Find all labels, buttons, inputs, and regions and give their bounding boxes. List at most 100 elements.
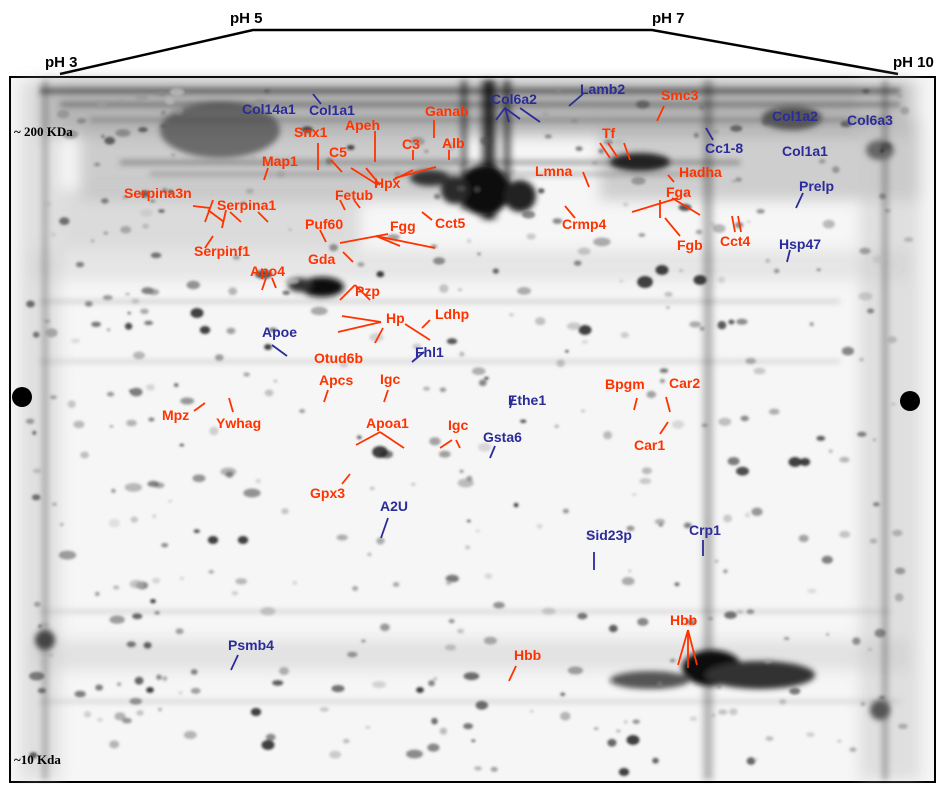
gel-spot	[478, 443, 492, 452]
gel-spot	[25, 418, 35, 424]
gel-spot	[685, 619, 696, 625]
gel-spot	[904, 237, 914, 243]
gel-spot	[478, 379, 487, 387]
gel-spot	[869, 538, 878, 544]
leader-line	[383, 389, 389, 403]
gel-spot	[598, 148, 604, 154]
gel-spot	[879, 193, 886, 200]
gel-spot	[255, 479, 261, 484]
leader-line	[607, 142, 619, 159]
leader-line	[677, 629, 689, 666]
gel-spot	[372, 446, 388, 458]
gel-spot	[717, 276, 726, 284]
protein-label-snx1: Snx1	[294, 124, 328, 140]
gel-spot	[701, 423, 708, 428]
gel-spot	[131, 298, 140, 304]
gel-spot	[765, 259, 770, 263]
gel-spot	[264, 344, 272, 350]
gel-spot	[251, 156, 256, 159]
gel-spot	[879, 695, 885, 700]
gel-spot	[535, 317, 546, 326]
gel-spot	[140, 308, 149, 315]
gel-spot	[894, 593, 904, 602]
gel-spot	[392, 582, 400, 587]
gel-spot	[761, 118, 770, 126]
gel-spot	[207, 536, 219, 544]
protein-label-igc-lower: Igc	[448, 417, 469, 433]
protein-label-ldhp: Ldhp	[435, 306, 470, 322]
protein-label-apo4: Apo4	[250, 263, 285, 279]
leader-line	[323, 389, 329, 403]
gel-spot	[618, 768, 630, 776]
gel-spot	[107, 391, 114, 397]
gel-spot	[895, 567, 906, 575]
gel-spot	[593, 727, 599, 730]
gel-spot	[215, 354, 224, 361]
leader-line	[263, 167, 269, 181]
gel-spot	[58, 550, 77, 560]
gel-spot	[530, 710, 534, 713]
protein-label-gda: Gda	[308, 251, 336, 267]
gel-spot	[150, 252, 162, 259]
leader-line	[631, 197, 679, 213]
gel-spot	[361, 639, 366, 643]
ph-label-10: pH 10	[893, 54, 934, 71]
gel-major-spots	[35, 102, 894, 720]
gel-spot	[109, 740, 120, 749]
protein-label-apoa1: Apoa1	[366, 415, 409, 431]
gel-spot	[451, 94, 457, 98]
leader-line	[737, 215, 742, 233]
gel-spot	[367, 552, 372, 557]
gel-spot	[375, 163, 381, 166]
gel-spot	[126, 419, 137, 427]
gel-spot	[439, 450, 451, 458]
leader-line	[489, 445, 496, 459]
gel-spot	[410, 136, 425, 146]
gel-spot	[477, 252, 481, 256]
gel-spot	[654, 518, 666, 525]
gel-spot	[892, 529, 903, 537]
gel-spot	[898, 723, 908, 730]
protein-label-serpina3n: Serpina3n	[124, 185, 192, 201]
protein-label-ganab: Ganab	[425, 103, 469, 119]
gel-spot	[573, 260, 582, 266]
gel-spot	[445, 574, 459, 583]
gel-spot	[124, 322, 133, 330]
protein-label-fetub: Fetub	[335, 187, 374, 203]
gel-spot	[431, 717, 438, 725]
gel-spot	[577, 247, 591, 255]
gel-spot	[745, 358, 757, 364]
gel-spot	[659, 368, 669, 374]
gel-spot	[467, 239, 472, 243]
gel-spot	[872, 255, 885, 264]
gel-spot	[325, 157, 333, 165]
gel-spot	[678, 204, 692, 211]
gel-spot	[821, 555, 833, 564]
gel-spot	[113, 585, 120, 590]
gel-spot	[439, 284, 449, 293]
gel-spot	[728, 708, 738, 716]
gel-spot	[109, 615, 125, 624]
gel-spot	[265, 733, 276, 741]
gel-spot	[241, 201, 246, 205]
gel-spot	[526, 233, 536, 240]
gel-spot	[587, 533, 594, 537]
gel-spot	[822, 219, 835, 229]
gel-spot	[29, 752, 38, 759]
gel-spot	[346, 145, 355, 150]
gel-spot	[575, 146, 583, 152]
protein-label-apcs: Apcs	[319, 372, 354, 388]
gel-spot	[623, 202, 628, 207]
ph-range-line	[59, 28, 899, 76]
leader-line	[411, 351, 425, 363]
protein-label-apoe: Apoe	[262, 324, 297, 340]
gel-spot	[581, 340, 589, 344]
leader-line	[633, 397, 638, 411]
gel-spot	[416, 687, 424, 693]
gel-spot	[183, 730, 197, 740]
gel-spot	[433, 193, 441, 200]
gel-spot	[862, 89, 870, 94]
leader-line	[659, 421, 669, 435]
gel-spot	[490, 766, 498, 772]
